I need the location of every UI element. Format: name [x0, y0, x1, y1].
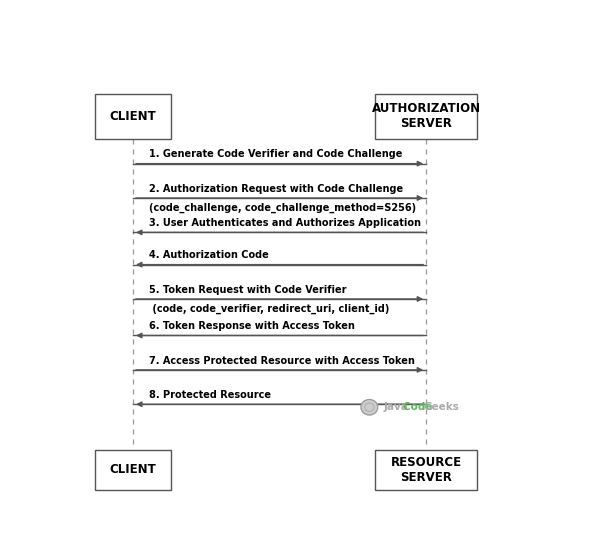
- Bar: [95, 94, 172, 139]
- Bar: [375, 94, 477, 139]
- Text: 7. Access Protected Resource with Access Token: 7. Access Protected Resource with Access…: [149, 355, 415, 365]
- Text: Java: Java: [383, 402, 412, 412]
- Text: AUTHORIZATION
SERVER: AUTHORIZATION SERVER: [371, 102, 481, 131]
- Text: (code_challenge, code_challenge_method=S256): (code_challenge, code_challenge_method=S…: [149, 203, 416, 213]
- Text: 5. Token Request with Code Verifier: 5. Token Request with Code Verifier: [149, 285, 347, 295]
- Text: 4. Authorization Code: 4. Authorization Code: [149, 251, 269, 260]
- Text: 3. User Authenticates and Authorizes Application: 3. User Authenticates and Authorizes App…: [149, 218, 421, 228]
- Text: Geeks: Geeks: [423, 402, 459, 412]
- Text: 2. Authorization Request with Code Challenge: 2. Authorization Request with Code Chall…: [149, 184, 404, 194]
- Bar: [375, 450, 477, 490]
- Text: (code, code_verifier, redirect_uri, client_id): (code, code_verifier, redirect_uri, clie…: [149, 304, 390, 314]
- Text: RESOURCE
SERVER: RESOURCE SERVER: [391, 456, 461, 484]
- Text: CLIENT: CLIENT: [110, 110, 157, 123]
- Bar: [95, 450, 172, 490]
- Text: CLIENT: CLIENT: [110, 464, 157, 477]
- Text: 8. Protected Resource: 8. Protected Resource: [149, 390, 271, 400]
- Text: 1. Generate Code Verifier and Code Challenge: 1. Generate Code Verifier and Code Chall…: [149, 150, 403, 160]
- Text: 6. Token Response with Access Token: 6. Token Response with Access Token: [149, 321, 355, 331]
- Circle shape: [361, 400, 378, 415]
- Text: Code: Code: [403, 402, 436, 412]
